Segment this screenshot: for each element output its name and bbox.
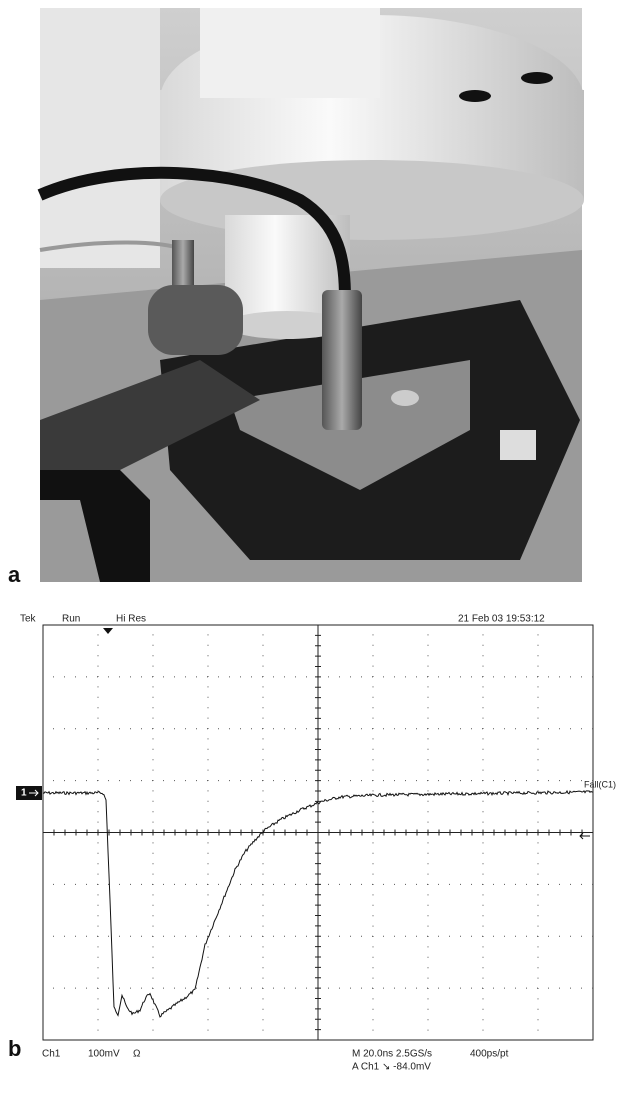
footer-channel: Ch1	[42, 1049, 61, 1060]
footer-scale: 100mV	[88, 1049, 120, 1060]
stage-block	[500, 430, 536, 460]
scope-state: Run	[62, 614, 80, 625]
button	[521, 72, 553, 84]
handle	[40, 470, 150, 582]
cable	[37, 166, 351, 301]
channel-marker: 1	[21, 788, 27, 799]
trigger-label: Fall(C1)	[584, 779, 616, 789]
trigger-position-marker	[103, 628, 113, 634]
graticule	[42, 624, 594, 1041]
footer-resolution: 400ps/pt	[470, 1049, 509, 1060]
channel-marker-arrow	[29, 789, 39, 797]
connector	[172, 240, 194, 290]
photo	[37, 8, 584, 582]
trigger-level-arrow	[579, 832, 590, 840]
panel-label: b	[8, 1036, 21, 1061]
scope-brand: Tek	[20, 614, 37, 625]
panel-label: a	[8, 562, 21, 587]
microscope-column	[200, 8, 380, 98]
footer-trigger: A Ch1 ↘ -84.0mV	[352, 1062, 431, 1073]
oscilloscope-screen: Tek Run Hi Res 21 Feb 03 19:53:12 1 Fall…	[16, 614, 616, 1073]
footer-coupling: Ω	[133, 1049, 141, 1060]
footer-timebase: M 20.0ns 2.5GS/s	[352, 1049, 432, 1060]
scope-mode: Hi Res	[116, 614, 146, 625]
objective-lens	[225, 311, 349, 339]
waveform	[42, 789, 593, 1018]
button	[459, 90, 491, 102]
connector	[322, 290, 362, 430]
scope-timestamp: 21 Feb 03 19:53:12	[458, 614, 545, 625]
detector-housing	[148, 285, 243, 355]
backdrop	[40, 8, 160, 268]
circuit-board	[40, 360, 260, 470]
screw	[391, 390, 419, 406]
